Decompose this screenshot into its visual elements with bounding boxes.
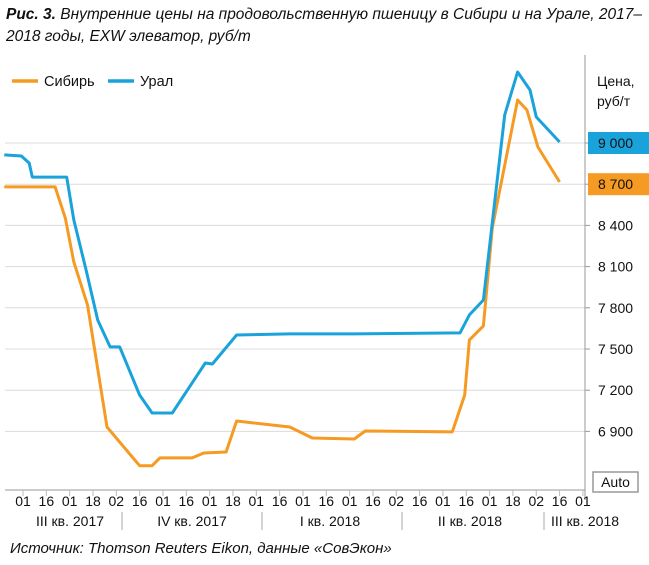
- last-value-label: 8 700: [598, 176, 633, 192]
- x-tick-label: 16: [412, 493, 428, 509]
- legend-label: Урал: [140, 74, 173, 90]
- x-tick-label: 01: [295, 493, 311, 509]
- x-tick-label: 16: [179, 493, 195, 509]
- y-axis-label: Цена,: [597, 73, 635, 89]
- x-tick-label: 16: [39, 493, 55, 509]
- x-tick-label: 01: [62, 493, 78, 509]
- auto-button-label: Auto: [601, 474, 630, 490]
- x-tick-label: 02: [528, 493, 544, 509]
- x-tick-label: 01: [575, 493, 591, 509]
- x-tick-label: 16: [552, 493, 568, 509]
- x-tick-label: 16: [132, 493, 148, 509]
- series-line-ural: [4, 70, 561, 415]
- x-tick-label: 02: [109, 493, 125, 509]
- x-tick-label: 01: [482, 493, 498, 509]
- last-value-label: 9 000: [598, 135, 633, 151]
- last-value-badge: [588, 173, 649, 196]
- quarter-label: III кв. 2017: [36, 513, 104, 529]
- chart-title: Рис. 3. Внутренние цены на продовольстве…: [6, 4, 646, 48]
- x-tick-label: 16: [272, 493, 288, 509]
- x-tick-label: 18: [505, 493, 521, 509]
- y-tick-label: 7 200: [598, 382, 633, 398]
- source-note: Источник: Thomson Reuters Eikon, данные …: [10, 540, 392, 557]
- title-text: Внутренние цены на продовольственную пше…: [6, 6, 642, 45]
- y-tick-label: 8 400: [598, 217, 633, 233]
- x-tick-label: 01: [435, 493, 451, 509]
- y-tick-label: 6 900: [598, 423, 633, 439]
- x-tick-label: 01: [342, 493, 358, 509]
- y-axis-label: руб/т: [597, 93, 631, 109]
- auto-button[interactable]: [592, 471, 639, 493]
- figure-number: Рис. 3.: [6, 6, 56, 23]
- x-tick-label: 01: [155, 493, 171, 509]
- x-tick-label: 18: [85, 493, 101, 509]
- x-tick-label: 01: [15, 493, 31, 509]
- x-tick-label: 18: [225, 493, 241, 509]
- quarter-label: I кв. 2018: [300, 513, 360, 529]
- x-tick-label: 01: [202, 493, 218, 509]
- x-tick-label: 16: [365, 493, 381, 509]
- legend-label: Сибирь: [44, 74, 95, 90]
- y-tick-label: 7 500: [598, 341, 633, 357]
- x-tick-label: 02: [388, 493, 404, 509]
- x-tick-label: 16: [319, 493, 335, 509]
- x-tick-label: 16: [458, 493, 474, 509]
- quarter-label: IV кв. 2017: [157, 513, 227, 529]
- quarter-label: III кв. 2018: [551, 513, 619, 529]
- y-tick-label: 8 100: [598, 259, 633, 275]
- y-tick-label: 7 800: [598, 300, 633, 316]
- quarter-label: II кв. 2018: [438, 513, 502, 529]
- x-tick-label: 01: [249, 493, 265, 509]
- last-value-badge: [588, 132, 649, 154]
